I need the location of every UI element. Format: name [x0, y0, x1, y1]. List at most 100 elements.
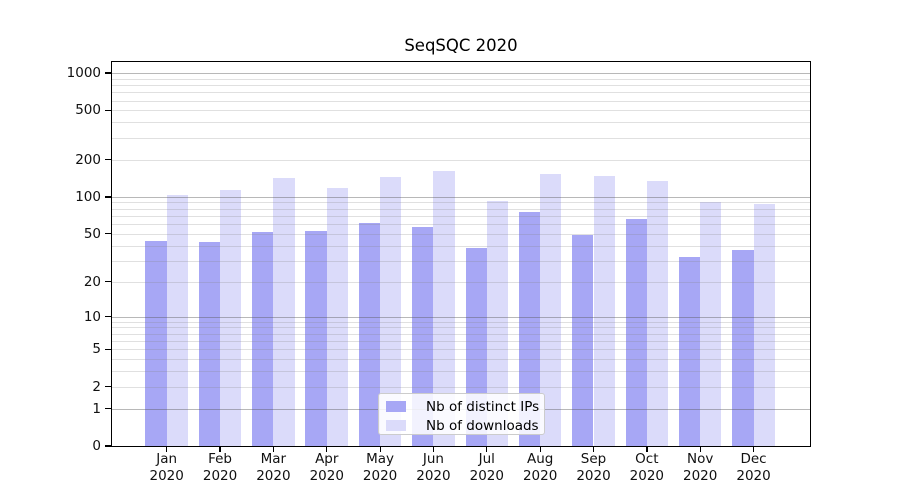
bar-distinct-ips-sep	[572, 234, 594, 446]
y-tick-label: 2	[92, 378, 101, 395]
bar-downloads-jul	[486, 200, 509, 446]
bar-downloads-jan	[166, 195, 188, 446]
gridline-minor	[112, 260, 810, 262]
gridline-minor	[112, 224, 810, 226]
x-tick-label-line: Sep	[580, 451, 607, 467]
gridline-minor	[112, 349, 810, 351]
gridline-minor	[112, 159, 810, 161]
plot-area	[112, 62, 810, 446]
x-tick-label-line: 2020	[576, 467, 611, 484]
gridline-minor	[112, 110, 810, 112]
legend-entry-distinct-ips: Nb of distinct IPs	[379, 397, 544, 417]
x-tick-mark	[699, 446, 701, 452]
bar-downloads-mar	[273, 177, 295, 446]
x-tick-label-jul: Jul 2020	[459, 451, 515, 484]
x-tick-label-line: Jan	[156, 451, 178, 467]
x-tick-label-line: May	[366, 451, 395, 467]
gridline-minor	[112, 281, 810, 283]
y-tick-mark	[105, 233, 111, 235]
x-tick-mark	[166, 446, 168, 452]
bar-distinct-ips-oct	[625, 219, 647, 446]
gridline-minor	[112, 215, 810, 217]
x-tick-mark	[219, 446, 221, 452]
y-tick-label: 10	[83, 308, 101, 325]
x-tick-label-aug: Aug 2020	[512, 451, 568, 484]
bar-downloads-apr	[326, 188, 349, 446]
gridline-major	[112, 196, 810, 198]
x-tick-mark	[592, 446, 595, 452]
x-tick-label-line: 2020	[416, 467, 451, 484]
y-tick-label: 1000	[66, 65, 101, 82]
x-tick-label-line: 2020	[149, 467, 184, 484]
x-tick-label-jun: Jun 2020	[405, 451, 461, 484]
x-tick-label-line: 2020	[736, 467, 771, 484]
gridline-minor	[112, 321, 810, 323]
bar-downloads-aug	[540, 174, 562, 446]
x-tick-mark	[486, 446, 488, 452]
gridline-minor	[112, 202, 810, 204]
x-tick-label-line: 2020	[202, 467, 238, 484]
legend-label-downloads: Nb of downloads	[426, 418, 539, 434]
gridline-minor	[112, 340, 810, 342]
chart-title: SeqSQC 2020	[404, 36, 518, 55]
x-tick-label-mar: Mar 2020	[245, 451, 301, 484]
y-tick-mark	[105, 407, 111, 410]
x-tick-label-apr: Apr 2020	[299, 451, 355, 484]
gridline-minor	[112, 333, 810, 335]
gridline-major	[112, 316, 810, 318]
y-tick-mark	[105, 159, 111, 161]
gridline-minor	[112, 386, 810, 388]
y-tick-mark	[105, 72, 111, 74]
y-tick-label: 0	[92, 438, 101, 454]
x-tick-label-dec: Dec 2020	[726, 451, 782, 484]
y-tick-label: 50	[83, 225, 101, 242]
y-tick-mark	[105, 109, 111, 112]
bar-downloads-sep	[593, 175, 615, 446]
gridline-minor	[112, 100, 810, 102]
x-tick-mark	[752, 446, 755, 452]
x-tick-label-line: 2020	[522, 467, 558, 484]
x-tick-label-line: Nov	[687, 451, 714, 467]
gridline-minor	[112, 137, 810, 139]
x-tick-mark	[646, 446, 648, 452]
y-tick-mark	[105, 315, 111, 318]
gridline-minor	[112, 78, 810, 80]
bar-distinct-ips-jun	[412, 226, 434, 446]
gridline-minor	[112, 359, 810, 361]
legend-entry-downloads: Nb of downloads	[379, 416, 544, 436]
gridline-minor	[112, 327, 810, 329]
x-tick-label-line: 2020	[683, 467, 718, 484]
bar-distinct-ips-aug	[518, 212, 541, 446]
x-tick-mark	[272, 446, 275, 452]
x-tick-label-line: 2020	[362, 467, 398, 484]
x-tick-label-nov: Nov 2020	[672, 451, 728, 484]
bar-downloads-may	[380, 176, 402, 446]
x-tick-label-line: Jul	[478, 451, 495, 467]
y-tick-label: 20	[83, 273, 101, 290]
y-tick-mark	[105, 386, 111, 388]
gridline-minor	[112, 92, 810, 94]
gridline-minor	[112, 85, 810, 87]
bar-downloads-feb	[220, 189, 242, 446]
x-tick-label-feb: Feb 2020	[192, 451, 248, 484]
bar-distinct-ips-feb	[198, 241, 221, 446]
x-tick-label-line: 2020	[309, 467, 344, 484]
gridline-major	[112, 73, 810, 75]
bar-distinct-ips-jan	[145, 240, 167, 446]
bar-distinct-ips-dec	[732, 249, 754, 446]
bar-downloads-nov	[700, 201, 722, 446]
bar-distinct-ips-nov	[678, 257, 701, 446]
x-tick-label-line: 2020	[469, 467, 504, 484]
bar-distinct-ips-mar	[252, 231, 274, 446]
x-tick-label-line: Apr	[315, 451, 339, 467]
legend-swatch-distinct-ips-icon	[386, 401, 406, 412]
bar-downloads-jun	[433, 171, 455, 446]
x-tick-label-may: May 2020	[352, 451, 408, 484]
y-tick-label: 5	[92, 341, 101, 358]
x-tick-mark	[432, 446, 435, 452]
gridline-minor	[112, 245, 810, 247]
y-tick-mark	[105, 281, 111, 283]
bar-downloads-dec	[753, 204, 775, 446]
bar-distinct-ips-may	[358, 223, 381, 446]
